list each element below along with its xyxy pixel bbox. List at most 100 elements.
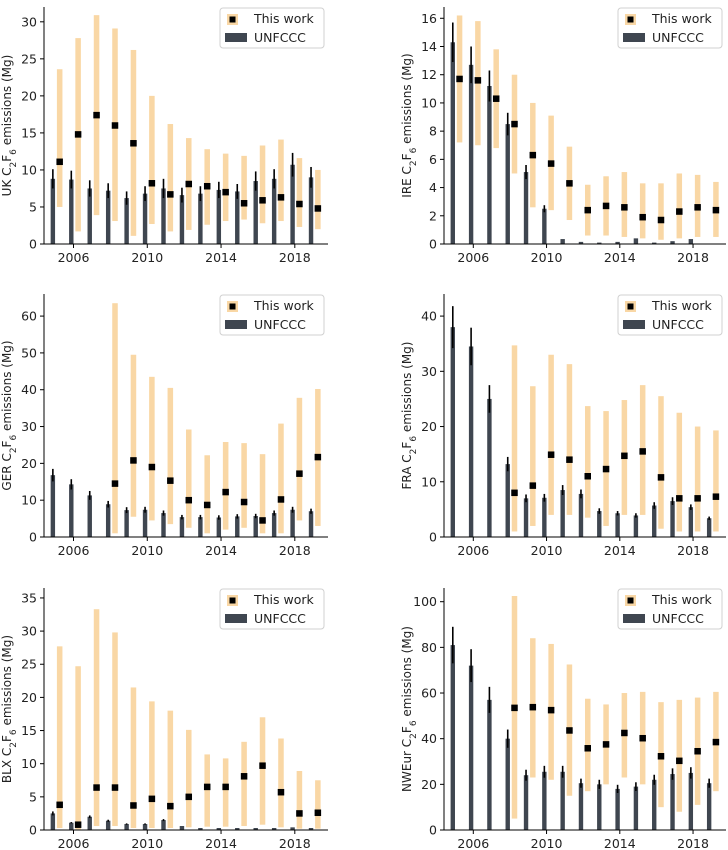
- y-axis-label-part: emissions (Mg): [400, 626, 414, 720]
- x-tick-label: 2006: [457, 250, 489, 265]
- this-work-marker: [602, 741, 610, 748]
- y-tick-label: 60: [421, 686, 437, 701]
- this-work-marker: [511, 489, 518, 497]
- x-tick-label: 2014: [205, 836, 237, 850]
- x-tick-label: 2006: [457, 543, 489, 558]
- y-axis-label-part: 2: [9, 162, 19, 168]
- legend-unfccc-swatch: [225, 33, 247, 42]
- this-work-marker: [676, 757, 683, 765]
- legend-this-work-marker: [627, 303, 634, 310]
- this-work-marker: [712, 738, 720, 746]
- panel-nweur: 0 20 40 60 80 100 2006 2010 2014 2018 NWEur C2F6 e…: [400, 588, 726, 850]
- unfccc-bar: [308, 828, 314, 830]
- y-axis-label-part: UK C: [0, 167, 14, 196]
- unfccc-bar: [542, 771, 547, 830]
- this-work-marker: [296, 810, 303, 817]
- this-work-range: [130, 354, 137, 517]
- y-axis-label-part: 6: [9, 149, 19, 155]
- unfccc-bar: [235, 516, 240, 537]
- y-axis-label-part: F: [400, 726, 414, 733]
- y-axis-label-part: BLX C: [0, 748, 14, 783]
- x-tick-label: 2018: [279, 543, 311, 558]
- this-work-marker: [130, 457, 137, 464]
- this-work-marker: [511, 704, 518, 712]
- unfccc-bar: [253, 828, 258, 830]
- unfccc-bar: [688, 239, 694, 244]
- this-work-marker: [148, 795, 156, 803]
- unfccc-bar: [542, 208, 547, 244]
- unfccc-bar: [235, 828, 240, 830]
- this-work-marker: [148, 180, 156, 187]
- this-work-range: [278, 738, 284, 828]
- unfccc-bar: [124, 198, 129, 244]
- legend-this-work-marker: [229, 303, 236, 310]
- this-work-marker: [259, 517, 266, 524]
- this-work-range: [56, 69, 63, 207]
- this-work-marker: [621, 452, 628, 460]
- y-tick-label: 0: [429, 237, 437, 252]
- y-axis-label-part: 6: [409, 147, 419, 153]
- this-work-marker: [621, 204, 628, 211]
- this-work-marker: [676, 495, 683, 502]
- x-tick-label: 2018: [279, 250, 311, 265]
- y-tick-label: 10: [21, 493, 37, 508]
- unfccc-bar: [652, 242, 657, 244]
- unfccc-bar: [87, 816, 92, 830]
- y-tick-label: 25: [21, 657, 37, 672]
- unfccc-bar: [105, 504, 111, 537]
- this-work-marker: [240, 498, 248, 506]
- unfccc-bar: [578, 783, 584, 830]
- legend-unfccc-label: UNFCCC: [254, 30, 306, 45]
- this-work-range: [149, 376, 155, 521]
- unfccc-bar: [523, 775, 529, 830]
- this-work-marker: [222, 488, 229, 496]
- unfccc-bar: [87, 495, 92, 537]
- unfccc-bar: [87, 188, 92, 244]
- unfccc-bar: [198, 828, 203, 830]
- this-work-marker: [167, 191, 174, 198]
- legend-this-work-marker: [627, 16, 634, 23]
- this-work-marker: [314, 809, 322, 817]
- this-work-marker: [621, 729, 628, 737]
- this-work-range: [204, 754, 210, 827]
- this-work-marker: [240, 200, 248, 207]
- this-work-marker: [584, 473, 591, 480]
- this-work-range: [241, 155, 247, 220]
- this-work-marker: [694, 204, 701, 211]
- this-work-marker: [56, 158, 63, 166]
- this-work-marker: [694, 747, 701, 755]
- legend-unfccc-swatch: [623, 33, 645, 42]
- this-work-range: [694, 426, 701, 532]
- y-tick-label: 20: [421, 777, 437, 792]
- x-tick-label: 2018: [677, 250, 709, 265]
- y-tick-label: 2: [429, 208, 437, 223]
- this-work-marker: [130, 802, 137, 809]
- unfccc-bar: [615, 241, 620, 244]
- unfccc-bar: [69, 484, 74, 537]
- this-work-marker: [602, 465, 610, 473]
- x-tick-label: 2014: [604, 250, 636, 265]
- unfccc-bar: [615, 513, 620, 537]
- this-work-range: [639, 183, 646, 239]
- this-work-marker: [314, 453, 322, 461]
- this-work-range: [186, 429, 192, 528]
- y-tick-label: 40: [421, 731, 437, 746]
- y-tick-label: 20: [421, 419, 437, 434]
- y-axis-label-part: 6: [409, 720, 419, 726]
- y-tick-label: 20: [21, 690, 37, 705]
- unfccc-bar: [271, 513, 277, 537]
- this-work-marker: [277, 194, 285, 201]
- this-work-marker: [712, 493, 720, 500]
- this-work-range: [112, 303, 118, 534]
- unfccc-bar: [69, 822, 74, 830]
- this-work-marker: [259, 762, 266, 769]
- unfccc-bar: [578, 241, 584, 244]
- x-tick-label: 2014: [604, 836, 636, 850]
- unfccc-bar: [560, 771, 565, 830]
- unfccc-bar: [542, 497, 547, 537]
- unfccc-bar: [505, 124, 510, 244]
- legend-this-work-marker: [229, 16, 236, 23]
- y-tick-label: 8: [429, 124, 437, 139]
